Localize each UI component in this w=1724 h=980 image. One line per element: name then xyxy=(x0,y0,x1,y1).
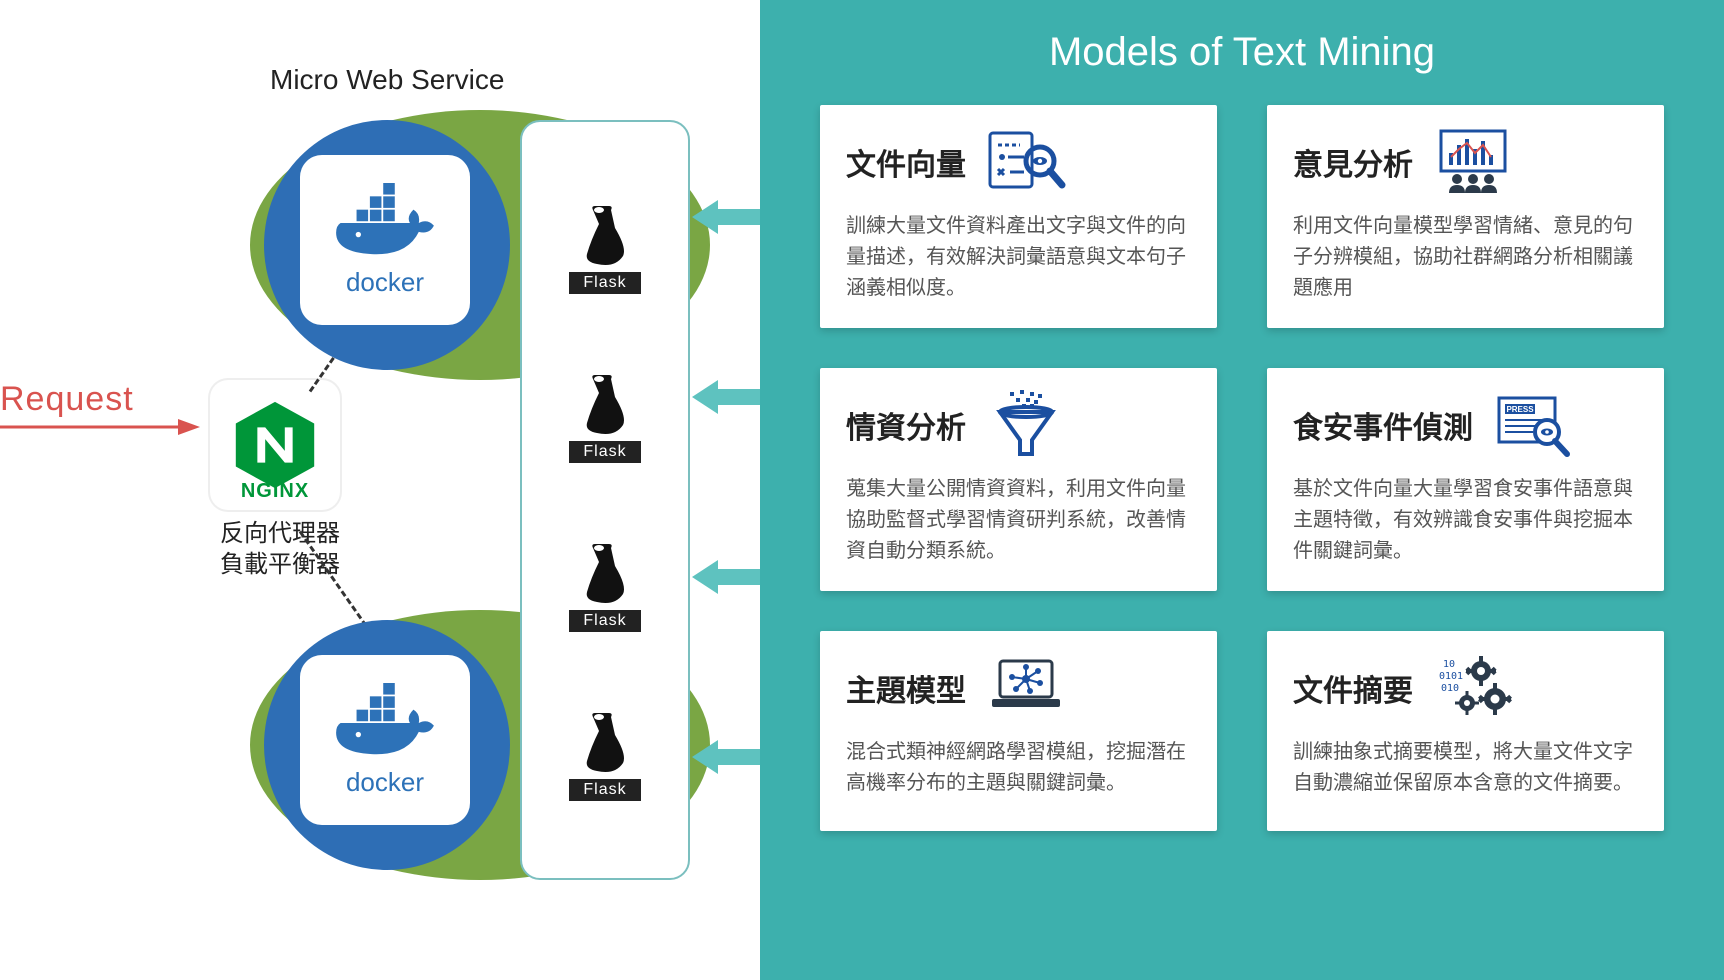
docker-node-1: docker xyxy=(300,155,470,325)
request-block: Request xyxy=(0,380,210,444)
card-title: 主題模型 xyxy=(846,666,966,710)
flask-label: Flask xyxy=(569,441,640,463)
arch-title: Micro Web Service xyxy=(270,64,504,96)
laptop-nodes-icon xyxy=(986,653,1066,723)
card-desc: 混合式類神經網路學習模組，挖掘潛在高機率分布的主題與關鍵詞彙。 xyxy=(846,737,1191,799)
svg-text:PRESS: PRESS xyxy=(1506,405,1534,414)
flask-icon xyxy=(577,200,633,270)
svg-text:010: 010 xyxy=(1441,683,1459,694)
docker-label-2: docker xyxy=(346,767,424,798)
funnel-icon xyxy=(986,390,1066,460)
flask-icon xyxy=(577,369,633,439)
nginx-caption: 反向代理器 負載平衡器 xyxy=(175,518,385,580)
flask-node: Flask xyxy=(565,200,645,294)
flask-label: Flask xyxy=(569,779,640,801)
docker-label-1: docker xyxy=(346,267,424,298)
flask-icon xyxy=(577,538,633,608)
docker-icon xyxy=(330,683,440,763)
cards-grid: 文件向量 訓練大量文件資料產出文字與文件的向量描述，有效解決詞 xyxy=(820,105,1664,831)
chart-people-icon xyxy=(1433,127,1513,197)
flask-column: Flask Flask Flask xyxy=(520,120,690,880)
docker-icon xyxy=(330,183,440,263)
docker-node-2: docker xyxy=(300,655,470,825)
flask-label: Flask xyxy=(569,610,640,632)
svg-text:0101: 0101 xyxy=(1439,671,1463,682)
flask-node: Flask xyxy=(565,707,645,801)
card-title: 文件摘要 xyxy=(1293,666,1413,710)
teal-arrow-icon xyxy=(692,560,762,594)
nginx-text: NGINX xyxy=(210,480,340,503)
architecture-panel: Micro Web Service Request NGINX 反向代理器 負載… xyxy=(0,0,760,980)
card-title: 文件向量 xyxy=(846,140,966,184)
request-arrow-icon xyxy=(0,415,200,439)
card-desc: 基於文件向量大量學習食安事件語意與主題特徵，有效辨識食安事件與挖掘本件關鍵詞彙。 xyxy=(1293,474,1638,567)
card-title: 情資分析 xyxy=(846,403,966,447)
svg-text:10: 10 xyxy=(1443,659,1455,670)
gears-binary-icon: 10 0101 010 xyxy=(1433,653,1513,723)
flask-node: Flask xyxy=(565,369,645,463)
card-intel-analysis: 情資分析 蒐集大量公開情資資料，利用文件向量協助監督式學習情資研判系統，改善情資… xyxy=(820,368,1217,591)
flask-node: Flask xyxy=(565,538,645,632)
models-title: Models of Text Mining xyxy=(820,30,1664,75)
card-topic-model: 主題模型 xyxy=(820,631,1217,831)
card-desc: 訓練抽象式摘要模型，將大量文件文字自動濃縮並保留原本含意的文件摘要。 xyxy=(1293,737,1638,799)
press-magnify-icon: PRESS xyxy=(1493,390,1573,460)
card-desc: 訓練大量文件資料產出文字與文件的向量描述，有效解決詞彙語意與文本句子涵義相似度。 xyxy=(846,211,1191,304)
card-desc: 利用文件向量模型學習情緒、意見的句子分辨模組，協助社群網路分析相關議題應用 xyxy=(1293,211,1638,304)
flask-icon xyxy=(577,707,633,777)
nginx-caption-text: 反向代理器 負載平衡器 xyxy=(220,520,340,578)
card-opinion-analysis: 意見分析 xyxy=(1267,105,1664,328)
card-doc-vector: 文件向量 訓練大量文件資料產出文字與文件的向量描述，有效解決詞 xyxy=(820,105,1217,328)
card-title: 食安事件偵測 xyxy=(1293,403,1473,447)
card-doc-summary: 文件摘要 10 0101 010 xyxy=(1267,631,1664,831)
card-desc: 蒐集大量公開情資資料，利用文件向量協助監督式學習情資研判系統，改善情資自動分類系… xyxy=(846,474,1191,567)
doc-magnify-icon xyxy=(986,127,1066,197)
teal-arrow-icon xyxy=(692,740,762,774)
flask-label: Flask xyxy=(569,272,640,294)
card-title: 意見分析 xyxy=(1293,140,1413,184)
teal-arrow-icon xyxy=(692,380,762,414)
teal-arrow-icon xyxy=(692,200,762,234)
request-label: Request xyxy=(0,380,210,419)
card-food-safety: 食安事件偵測 PRESS 基於文件向量大量學習食安事件語意與主題 xyxy=(1267,368,1664,591)
models-panel: Models of Text Mining 文件向量 xyxy=(760,0,1724,980)
